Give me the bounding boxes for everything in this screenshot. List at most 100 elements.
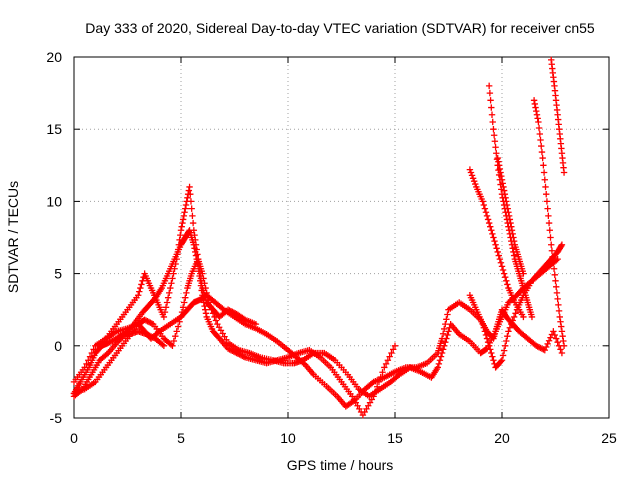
- data-point: [390, 346, 397, 353]
- data-point: [497, 259, 505, 266]
- series-track-11: [466, 255, 561, 371]
- data-point: [548, 247, 556, 254]
- data-point: [445, 328, 452, 335]
- data-point: [558, 328, 566, 335]
- data-point: [237, 351, 245, 359]
- data-point: [185, 228, 193, 235]
- data-point: [502, 274, 509, 281]
- data-point: [530, 97, 538, 104]
- data-point: [183, 289, 190, 297]
- data-point: [503, 277, 510, 285]
- data-point: [236, 351, 243, 358]
- data-point: [177, 313, 185, 321]
- data-point: [501, 190, 509, 198]
- y-tick-label: 20: [46, 49, 62, 65]
- data-point: [489, 333, 496, 341]
- data-point: [373, 383, 381, 390]
- data-point: [528, 313, 536, 321]
- data-point: [484, 338, 492, 346]
- data-point: [485, 342, 493, 349]
- data-point: [174, 246, 182, 253]
- data-point: [227, 346, 235, 354]
- data-point: [555, 307, 563, 315]
- data-point: [391, 342, 399, 349]
- data-point: [195, 260, 203, 268]
- data-point: [384, 357, 392, 364]
- data-point: [541, 346, 548, 354]
- data-point: [540, 162, 547, 169]
- y-tick-label: 0: [54, 338, 62, 354]
- x-tick-label: 0: [70, 430, 78, 446]
- data-point: [497, 169, 504, 176]
- data-point: [386, 353, 393, 360]
- data-point: [495, 158, 502, 165]
- data-point: [483, 212, 491, 220]
- data-point: [498, 172, 505, 180]
- data-point: [145, 318, 153, 326]
- data-point: [510, 252, 518, 259]
- data-point: [505, 209, 512, 216]
- data-point: [170, 270, 177, 277]
- data-point: [219, 305, 226, 312]
- data-point: [535, 124, 543, 132]
- data-point: [552, 277, 559, 285]
- data-point: [77, 387, 85, 394]
- data-point: [487, 97, 494, 104]
- data-point: [174, 251, 181, 258]
- series-track-2: [70, 241, 566, 400]
- data-point: [182, 205, 189, 212]
- chart-title: Day 333 of 2020, Sidereal Day-to-day VTE…: [85, 20, 595, 36]
- data-point: [508, 223, 515, 230]
- gridlines: [74, 57, 609, 418]
- data-point: [553, 283, 560, 291]
- data-point: [549, 253, 556, 260]
- data-point: [482, 209, 490, 216]
- data-point: [161, 308, 169, 316]
- data-point: [503, 198, 510, 205]
- data-point: [560, 169, 568, 176]
- data-point: [536, 130, 544, 138]
- data-point: [160, 342, 168, 349]
- data-point: [540, 169, 548, 176]
- data-point: [233, 349, 240, 357]
- data-point: [136, 288, 143, 295]
- data-point: [533, 342, 540, 349]
- data-point: [83, 360, 90, 368]
- data-point: [558, 323, 565, 330]
- series-track-10: [548, 56, 568, 176]
- data-point: [144, 318, 151, 325]
- data-point: [548, 241, 555, 248]
- data-point: [182, 294, 189, 301]
- data-point: [490, 357, 497, 364]
- data-point: [532, 104, 539, 111]
- data-point: [138, 281, 145, 288]
- data-point: [212, 317, 220, 324]
- data-point: [496, 255, 504, 263]
- data-point: [547, 234, 554, 241]
- data-point: [86, 353, 94, 360]
- data-point: [500, 347, 508, 354]
- data-point: [252, 320, 260, 328]
- data-point: [485, 219, 493, 227]
- data-point: [520, 313, 527, 321]
- data-point: [557, 346, 564, 353]
- data-point: [179, 219, 186, 227]
- data-point: [560, 342, 568, 349]
- data-point: [556, 313, 563, 321]
- data-point: [496, 165, 504, 173]
- data-point: [167, 341, 175, 348]
- data-point: [196, 265, 203, 272]
- data-point: [512, 310, 519, 317]
- data-point: [489, 353, 496, 360]
- data-point: [388, 349, 395, 357]
- data-point: [224, 345, 232, 352]
- data-point: [479, 198, 486, 205]
- data-point: [467, 169, 475, 176]
- data-point: [159, 341, 166, 348]
- data-point: [551, 271, 558, 279]
- data-marks: [70, 56, 568, 419]
- data-point: [533, 107, 540, 115]
- data-point: [437, 353, 445, 360]
- data-point: [550, 265, 558, 272]
- data-point: [499, 352, 507, 359]
